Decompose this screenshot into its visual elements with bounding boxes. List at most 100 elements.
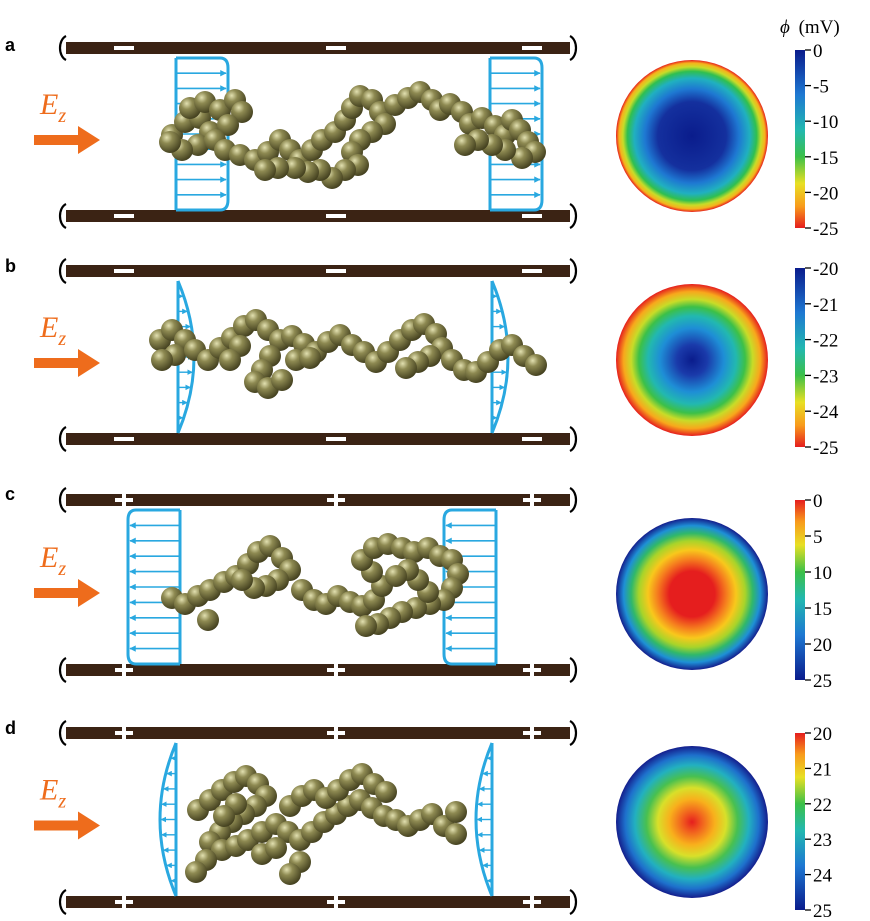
wall-bar bbox=[66, 727, 570, 739]
colorbar-tick-label: 21 bbox=[813, 759, 832, 780]
surface-charge-plus bbox=[334, 893, 338, 911]
polymer-bead bbox=[231, 101, 253, 123]
surface-charge-minus bbox=[522, 437, 542, 441]
field-label: Ez bbox=[39, 541, 66, 580]
wall-end-cap bbox=[58, 720, 67, 746]
colorbar-tick-label: -15 bbox=[813, 148, 838, 169]
wall-end-cap bbox=[58, 426, 67, 452]
polymer-bead bbox=[231, 569, 253, 591]
polymer-bead bbox=[197, 609, 219, 631]
colorbar-tick-label: 23 bbox=[813, 830, 832, 851]
colorbar: 0 -5 -10 -15 -20 -25 bbox=[795, 41, 838, 240]
profile-curve bbox=[158, 742, 178, 897]
colorbar-tick-label: -21 bbox=[813, 295, 838, 316]
panel-letter: c bbox=[5, 484, 15, 504]
wall-end-cap bbox=[569, 889, 578, 915]
colorbar-tick-label: -20 bbox=[813, 259, 838, 280]
channel-top-wall bbox=[58, 258, 578, 284]
colorbar-tick-label: -22 bbox=[813, 331, 838, 352]
wall-bar bbox=[66, 664, 570, 676]
field-arrow-icon bbox=[34, 579, 100, 607]
polymer-bead bbox=[284, 157, 306, 179]
polymer-bead bbox=[254, 159, 276, 181]
colorbar-tick-label: 25 bbox=[813, 671, 832, 692]
field-arrow-icon bbox=[34, 349, 100, 377]
colorbar-tick-label: 20 bbox=[813, 635, 832, 656]
surface-charge-minus bbox=[114, 214, 134, 218]
colorbar-tick-label: -24 bbox=[813, 402, 839, 423]
colorbar-tick-label: 0 bbox=[813, 41, 823, 62]
wall-end-cap bbox=[569, 203, 578, 229]
colorbar-gradient bbox=[795, 268, 805, 447]
surface-charge-plus bbox=[122, 893, 126, 911]
surface-charge-plus bbox=[334, 724, 338, 742]
colorbar: 20 21 22 23 24 25 bbox=[795, 724, 833, 921]
channel-bottom-wall bbox=[58, 657, 578, 683]
colorbar-tick-label: 15 bbox=[813, 599, 832, 620]
polymer-bead bbox=[271, 369, 293, 391]
polymer-bead bbox=[525, 354, 547, 376]
wall-end-cap bbox=[569, 487, 578, 513]
colorbar-unit-label: ϕ (mV) bbox=[780, 17, 840, 38]
surface-charge-plus bbox=[530, 661, 534, 679]
polymer-bead bbox=[355, 615, 377, 637]
wall-end-cap bbox=[58, 258, 67, 284]
field-label: Ez bbox=[39, 311, 66, 350]
panels-group: a Ez 0 -5 -10 -15 -20 -25 b Ez -20 -21 -22 -23 -24 -25 c… bbox=[5, 35, 839, 921]
colorbar-tick-label: -25 bbox=[813, 438, 838, 459]
colorbar-tick-label: -10 bbox=[813, 112, 838, 133]
colorbar-tick-label: 20 bbox=[813, 724, 832, 745]
wall-end-cap bbox=[58, 203, 67, 229]
surface-charge-plus bbox=[122, 661, 126, 679]
surface-charge-minus bbox=[522, 46, 542, 50]
wall-bar bbox=[66, 896, 570, 908]
polymer-chain bbox=[185, 763, 467, 885]
colorbar-gradient bbox=[795, 50, 805, 228]
polymer-bead bbox=[445, 801, 467, 823]
polymer-bead bbox=[375, 781, 397, 803]
potential-cross-section-disk bbox=[616, 746, 768, 898]
colorbar-gradient bbox=[795, 500, 805, 680]
channel-top-wall bbox=[58, 720, 578, 746]
channel-bottom-wall bbox=[58, 426, 578, 452]
surface-charge-minus bbox=[522, 214, 542, 218]
potential-cross-section-disk bbox=[616, 518, 768, 670]
colorbar-tick-label: 22 bbox=[813, 795, 832, 816]
surface-charge-plus bbox=[530, 491, 534, 509]
colorbar-tick-label: 5 bbox=[813, 527, 823, 548]
colorbar-tick-label: 25 bbox=[813, 901, 832, 921]
surface-charge-minus bbox=[326, 269, 346, 273]
wall-bar bbox=[66, 433, 570, 445]
wall-end-cap bbox=[569, 720, 578, 746]
surface-charge-minus bbox=[326, 46, 346, 50]
wall-end-cap bbox=[569, 657, 578, 683]
polymer-bead bbox=[279, 863, 301, 885]
surface-charge-plus bbox=[530, 893, 534, 911]
flow-profile bbox=[126, 508, 182, 666]
panel-c: c Ez 0 5 10 15 20 25 bbox=[5, 484, 832, 692]
polymer-chain bbox=[159, 81, 546, 189]
wall-bar bbox=[66, 210, 570, 222]
profile-curve bbox=[490, 56, 544, 212]
polymer-bead bbox=[511, 147, 533, 169]
surface-charge-plus bbox=[122, 491, 126, 509]
channel-top-wall bbox=[58, 35, 578, 61]
polymer-bead bbox=[299, 347, 321, 369]
surface-charge-minus bbox=[326, 214, 346, 218]
wall-bar bbox=[66, 265, 570, 277]
polymer-bead bbox=[395, 357, 417, 379]
field-label: Ez bbox=[39, 774, 66, 813]
field-arrow-icon bbox=[34, 811, 100, 840]
polymer-bead bbox=[151, 349, 173, 371]
surface-charge-minus bbox=[114, 46, 134, 50]
wall-end-cap bbox=[569, 258, 578, 284]
colorbar-tick-label: 24 bbox=[813, 866, 833, 887]
surface-charge-minus bbox=[114, 437, 134, 441]
flow-profile bbox=[474, 742, 494, 897]
colorbar-tick-label: -5 bbox=[813, 77, 829, 98]
profile-curve bbox=[126, 508, 180, 666]
wall-end-cap bbox=[58, 889, 67, 915]
profile-curve bbox=[474, 742, 494, 897]
wall-end-cap bbox=[58, 487, 67, 513]
